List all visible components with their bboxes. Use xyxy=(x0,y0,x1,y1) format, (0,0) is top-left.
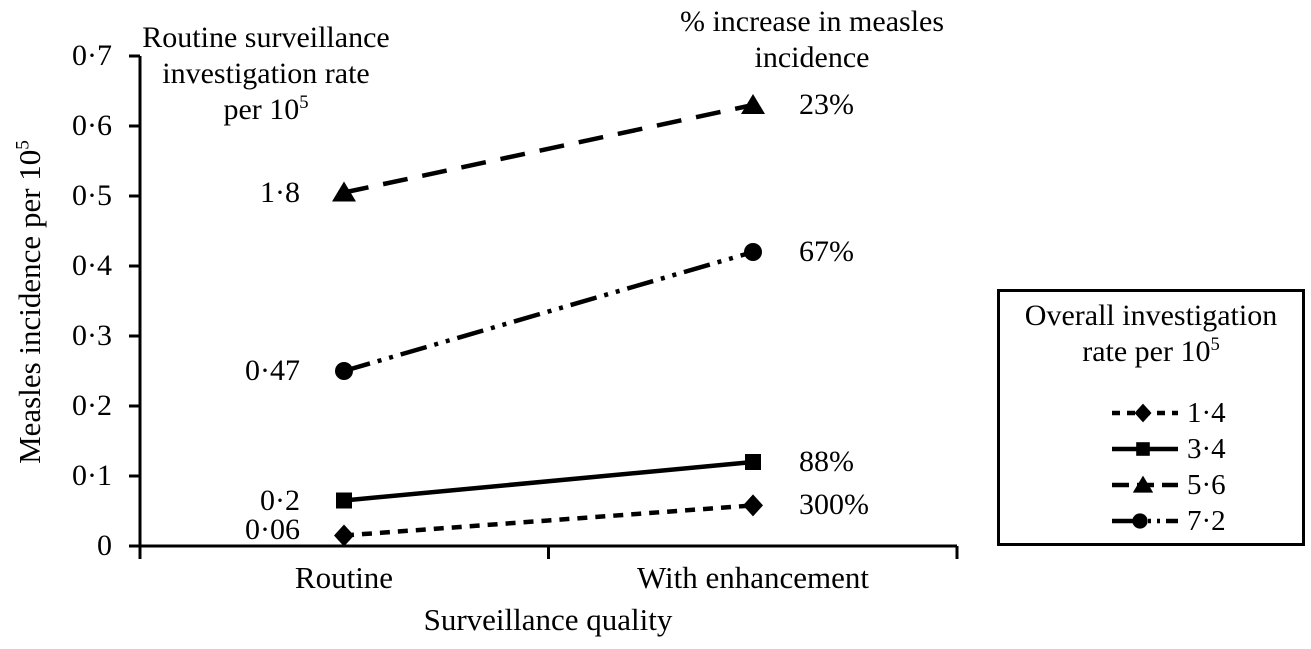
legend-square-icon xyxy=(1136,442,1150,456)
y-axis-label-exponent: 5 xyxy=(12,140,34,150)
legend-triangle-icon xyxy=(1132,475,1154,493)
legend-item: 7·2 xyxy=(1112,503,1226,539)
legend-title-exponent: 5 xyxy=(1210,334,1220,355)
square-marker-routine-icon xyxy=(336,492,352,509)
y-tick-label: 0·3 xyxy=(72,319,112,352)
legend-item-label: 5·6 xyxy=(1187,468,1226,501)
legend-title: Overall investigation rate per 105 xyxy=(1000,298,1302,370)
y-tick-label: 0·7 xyxy=(72,39,112,72)
routine-rate-label: 0·47 xyxy=(245,354,300,387)
y-tick-label: 0 xyxy=(97,529,112,562)
square-marker-enhanced-icon xyxy=(745,454,761,470)
triangle-marker-enhanced-icon xyxy=(741,94,765,114)
legend-box: Overall investigation rate per 105 1·4 3·… xyxy=(997,289,1305,546)
y-tick-label: 0·2 xyxy=(72,389,112,422)
legend-item-label: 7·2 xyxy=(1187,504,1226,537)
increase-label: 23% xyxy=(799,88,854,121)
increase-label: 300% xyxy=(799,488,869,522)
series-line-3 xyxy=(343,249,754,374)
legend-sample-triangle-icon xyxy=(1112,475,1178,493)
legend-item-label: 3·4 xyxy=(1187,432,1226,465)
diamond-marker-enhanced-icon xyxy=(743,494,763,517)
routine-rate-label: 1·8 xyxy=(260,175,300,209)
legend-items: 1·4 3·4 5·6 7·2 xyxy=(1112,395,1226,539)
x-category-with-enhancement: With enhancement xyxy=(636,560,869,595)
circle-marker-routine-icon xyxy=(335,362,353,380)
y-tick-label: 0·4 xyxy=(72,249,112,282)
left-header-text: Routine surveillance investigation rate … xyxy=(142,21,390,126)
routine-rate-label: 0·2 xyxy=(260,483,300,517)
legend-item-label: 1·4 xyxy=(1187,396,1226,429)
diamond-marker-routine-icon xyxy=(334,524,354,547)
y-tick-label: 0·1 xyxy=(72,459,112,492)
legend-title-text: Overall investigation rate per 10 xyxy=(1024,299,1278,368)
legend-item: 1·4 xyxy=(1112,395,1226,431)
triangle-marker-routine-icon xyxy=(332,181,356,202)
routine-rate-label: 0·06 xyxy=(245,513,300,546)
series-line-0 xyxy=(343,503,754,538)
legend-diamond-icon xyxy=(1134,403,1152,423)
series-line-1 xyxy=(343,459,754,503)
increase-label: 67% xyxy=(799,235,854,268)
legend-sample-circle-icon xyxy=(1112,513,1178,529)
increase-label: 88% xyxy=(799,445,854,478)
legend-item: 3·4 xyxy=(1112,431,1226,467)
circle-marker-enhanced-icon xyxy=(744,243,762,261)
y-tick-label: 0·6 xyxy=(72,109,112,142)
left-header-exponent: 5 xyxy=(299,92,309,113)
annotation-right-header: % increase in measles incidence xyxy=(679,5,945,74)
legend-sample-square-icon xyxy=(1112,442,1178,456)
x-axis-label: Surveillance quality xyxy=(423,602,673,637)
x-category-routine: Routine xyxy=(294,560,394,595)
legend-item: 5·6 xyxy=(1112,467,1226,503)
legend-circle-icon xyxy=(1132,513,1148,529)
annotation-left-header: Routine surveillance investigation rate … xyxy=(140,20,392,128)
y-tick-label: 0·5 xyxy=(72,179,112,212)
legend-sample-diamond-icon xyxy=(1112,403,1178,423)
series-line-2 xyxy=(343,102,754,195)
